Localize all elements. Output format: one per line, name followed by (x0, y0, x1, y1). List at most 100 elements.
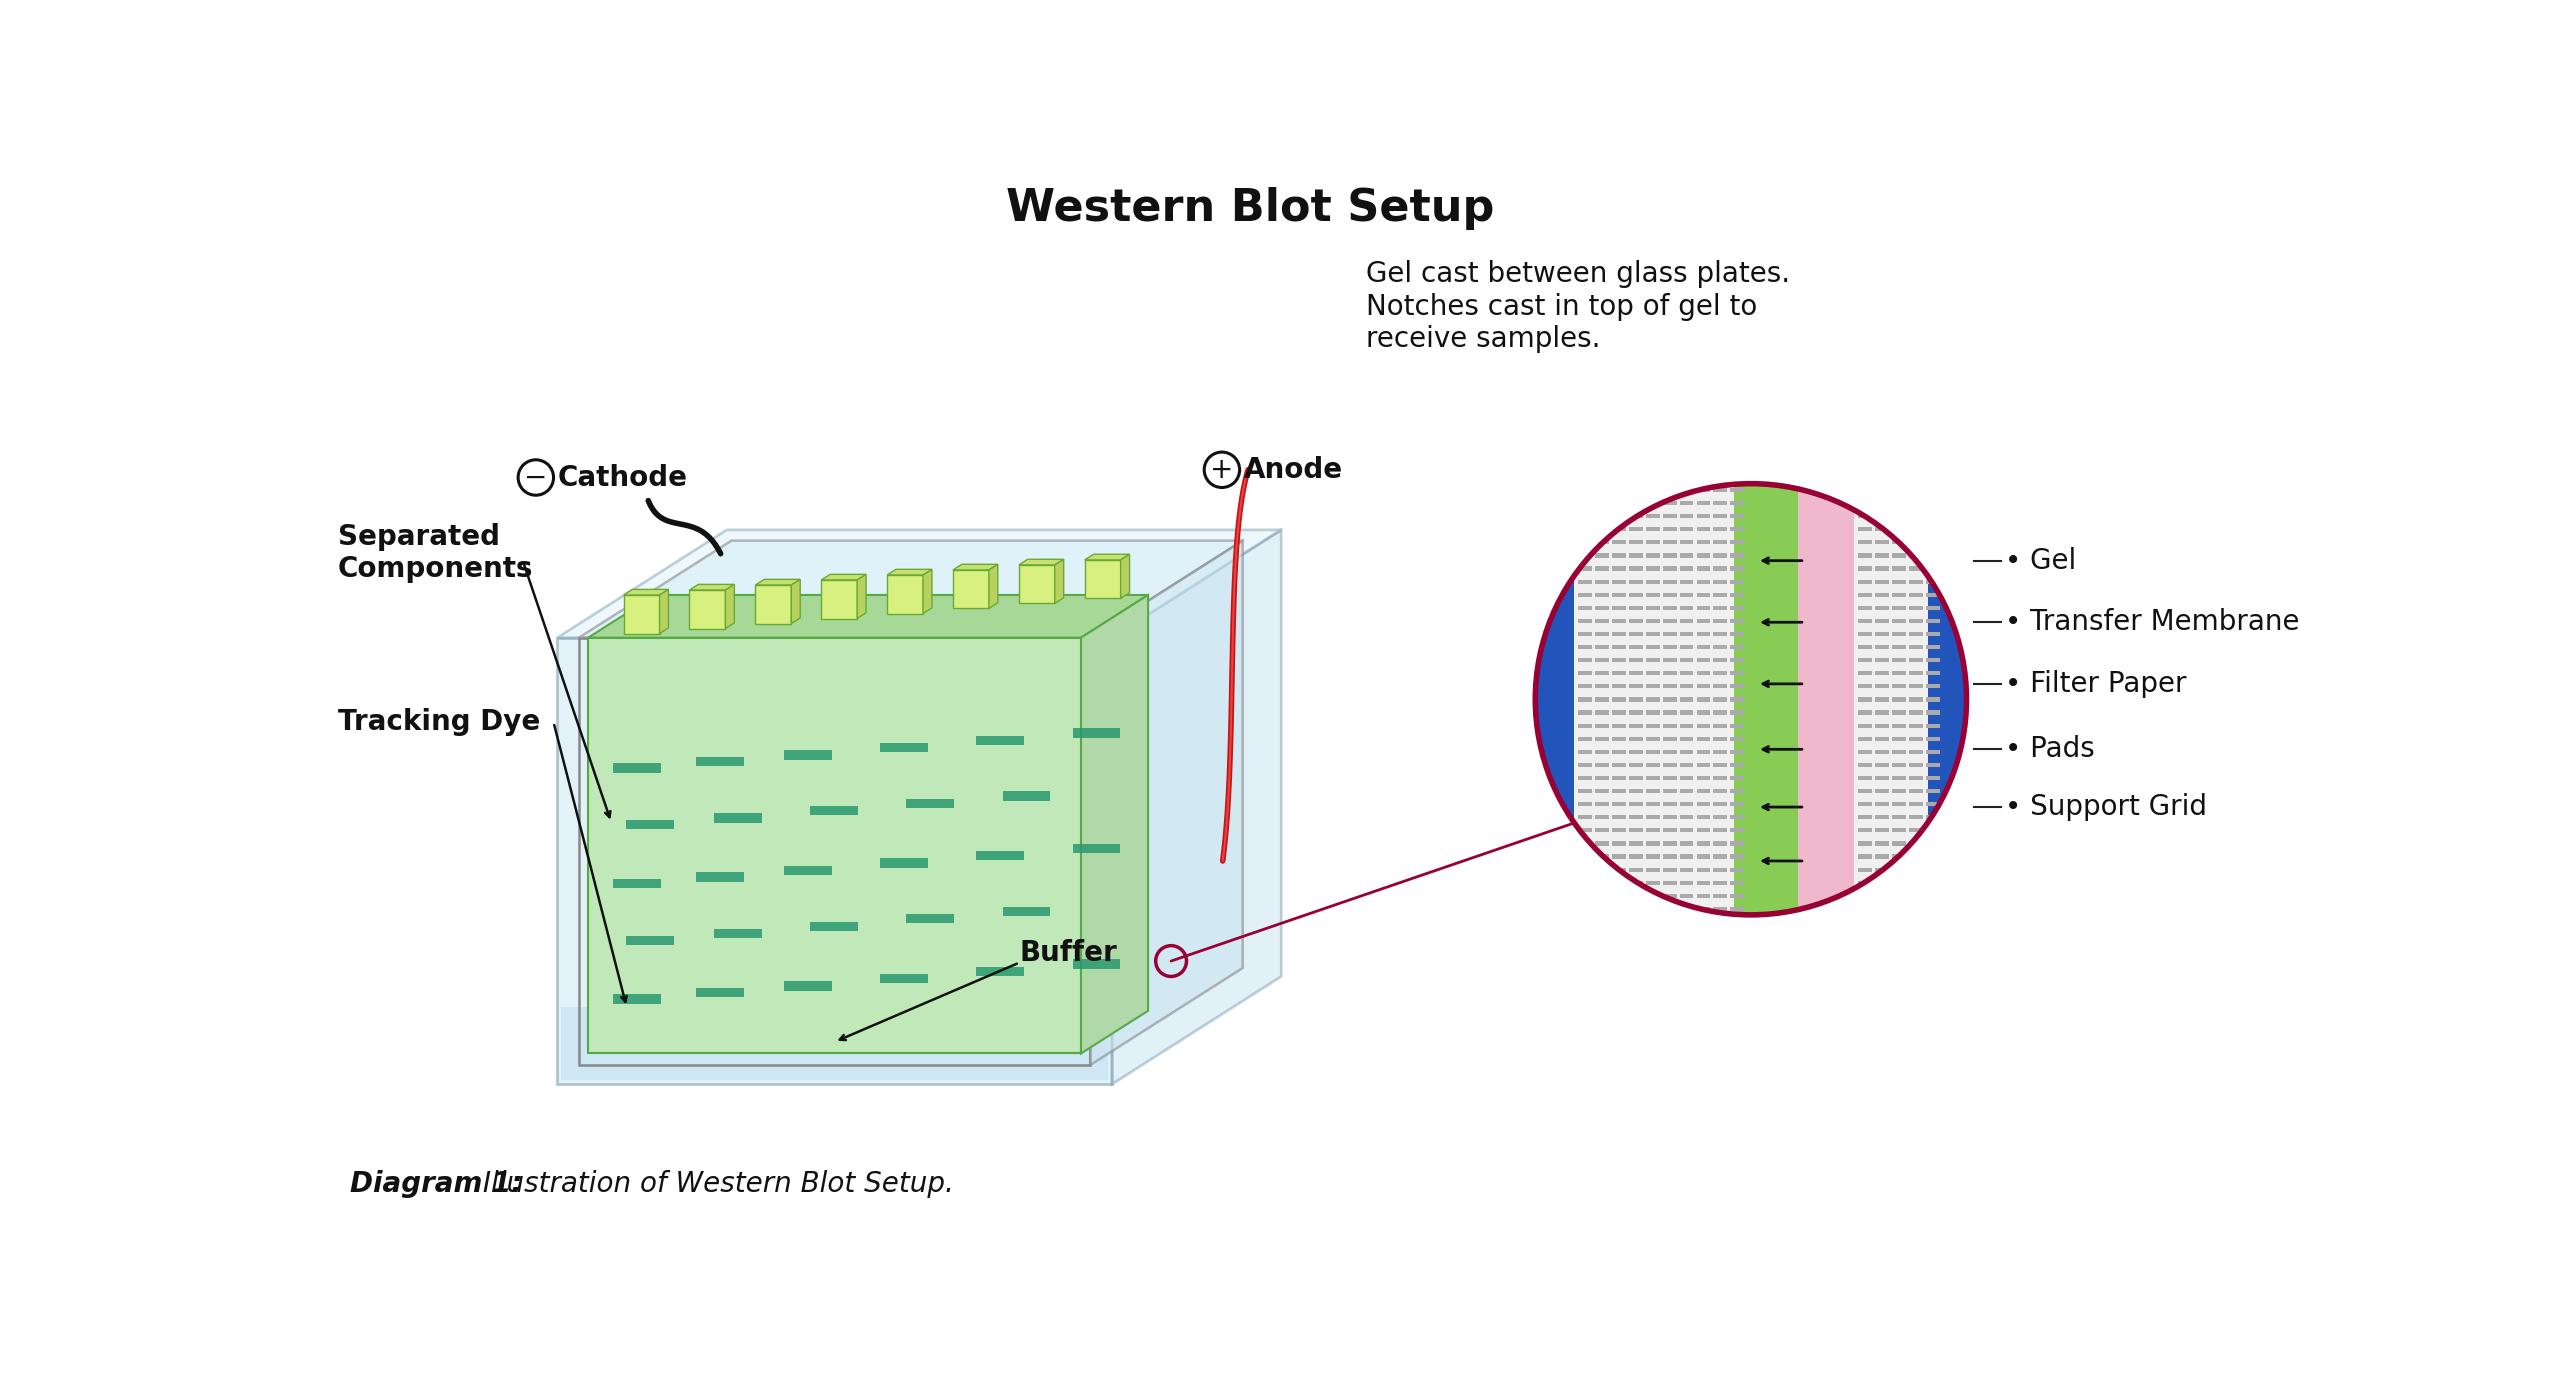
Bar (1859, 867, 1871, 871)
Polygon shape (952, 570, 988, 609)
Bar (1731, 736, 1743, 741)
Bar (1892, 658, 1907, 662)
Bar (1613, 528, 1626, 532)
Bar (1697, 789, 1710, 793)
Bar (1679, 907, 1695, 911)
Bar (1697, 855, 1710, 859)
Bar (1731, 644, 1743, 649)
Bar (1910, 698, 1923, 702)
Bar (1661, 632, 1677, 636)
Bar (1910, 893, 1923, 899)
Bar (1577, 867, 1592, 871)
Bar (1646, 514, 1659, 518)
Bar (1713, 881, 1728, 885)
Bar (1628, 855, 1644, 859)
Polygon shape (783, 981, 832, 991)
Bar (1731, 893, 1743, 899)
Polygon shape (627, 820, 673, 830)
Bar (1874, 724, 1889, 728)
Bar (1595, 855, 1608, 859)
Polygon shape (975, 966, 1024, 976)
Polygon shape (1073, 728, 1121, 738)
Bar (1713, 592, 1728, 596)
Bar (1859, 815, 1871, 819)
Bar (1577, 618, 1592, 622)
Bar (1661, 907, 1677, 911)
Bar (1713, 528, 1728, 532)
Bar (1925, 829, 1940, 833)
Bar (1577, 528, 1592, 532)
Bar (1731, 789, 1743, 793)
Bar (1925, 802, 1940, 807)
Bar (1925, 684, 1940, 688)
Bar (1646, 763, 1659, 767)
Bar (1613, 736, 1626, 741)
Bar (1646, 829, 1659, 833)
Polygon shape (1121, 554, 1129, 599)
Bar (1613, 802, 1626, 807)
Polygon shape (589, 595, 1147, 638)
Polygon shape (822, 580, 858, 618)
Bar (1697, 514, 1710, 518)
Bar (1925, 580, 1940, 584)
Bar (1661, 566, 1677, 570)
Bar (1859, 554, 1871, 558)
Bar (1731, 724, 1743, 728)
Bar (1646, 618, 1659, 622)
Bar (1595, 815, 1608, 819)
Bar (1577, 855, 1592, 859)
Bar (1713, 736, 1728, 741)
Bar (1859, 580, 1871, 584)
Bar (1910, 671, 1923, 676)
Polygon shape (1080, 595, 1147, 1054)
Bar (1731, 502, 1743, 506)
Polygon shape (558, 530, 1280, 638)
Bar (1595, 658, 1608, 662)
Bar (1661, 540, 1677, 544)
Bar (1925, 540, 1940, 544)
Bar (1859, 881, 1871, 885)
Polygon shape (696, 872, 745, 882)
Text: Separated
Components: Separated Components (338, 522, 532, 583)
Bar (1874, 554, 1889, 558)
Bar (1646, 750, 1659, 754)
Bar (1661, 488, 1677, 492)
Bar (1577, 606, 1592, 610)
Polygon shape (881, 859, 927, 867)
Bar (1628, 658, 1644, 662)
Bar (1613, 671, 1626, 676)
Bar (1874, 684, 1889, 688)
Bar (1874, 750, 1889, 754)
Bar (1733, 484, 1797, 915)
Bar (1628, 802, 1644, 807)
Bar (1874, 566, 1889, 570)
Bar (1731, 528, 1743, 532)
Bar (1613, 684, 1626, 688)
Bar (1577, 815, 1592, 819)
Bar (1595, 488, 1608, 492)
Bar (1595, 502, 1608, 506)
Text: Western Blot Setup: Western Blot Setup (1006, 187, 1495, 231)
Bar (1577, 592, 1592, 596)
Bar (1595, 893, 1608, 899)
Text: Illustration of Western Blot Setup.: Illustration of Western Blot Setup. (474, 1171, 955, 1198)
Bar (1697, 907, 1710, 911)
Bar (1628, 750, 1644, 754)
Bar (1679, 724, 1695, 728)
Bar (1892, 776, 1907, 780)
Bar (1661, 684, 1677, 688)
Polygon shape (1055, 559, 1065, 603)
Bar (1697, 671, 1710, 676)
Bar (1874, 841, 1889, 845)
Bar (1628, 763, 1644, 767)
Bar (1628, 566, 1644, 570)
Bar (1577, 644, 1592, 649)
Bar (1713, 710, 1728, 714)
Polygon shape (975, 851, 1024, 860)
Bar (1859, 763, 1871, 767)
Bar (1910, 763, 1923, 767)
Bar (1713, 644, 1728, 649)
Bar (1731, 841, 1743, 845)
Polygon shape (614, 995, 660, 1003)
Bar (1859, 566, 1871, 570)
